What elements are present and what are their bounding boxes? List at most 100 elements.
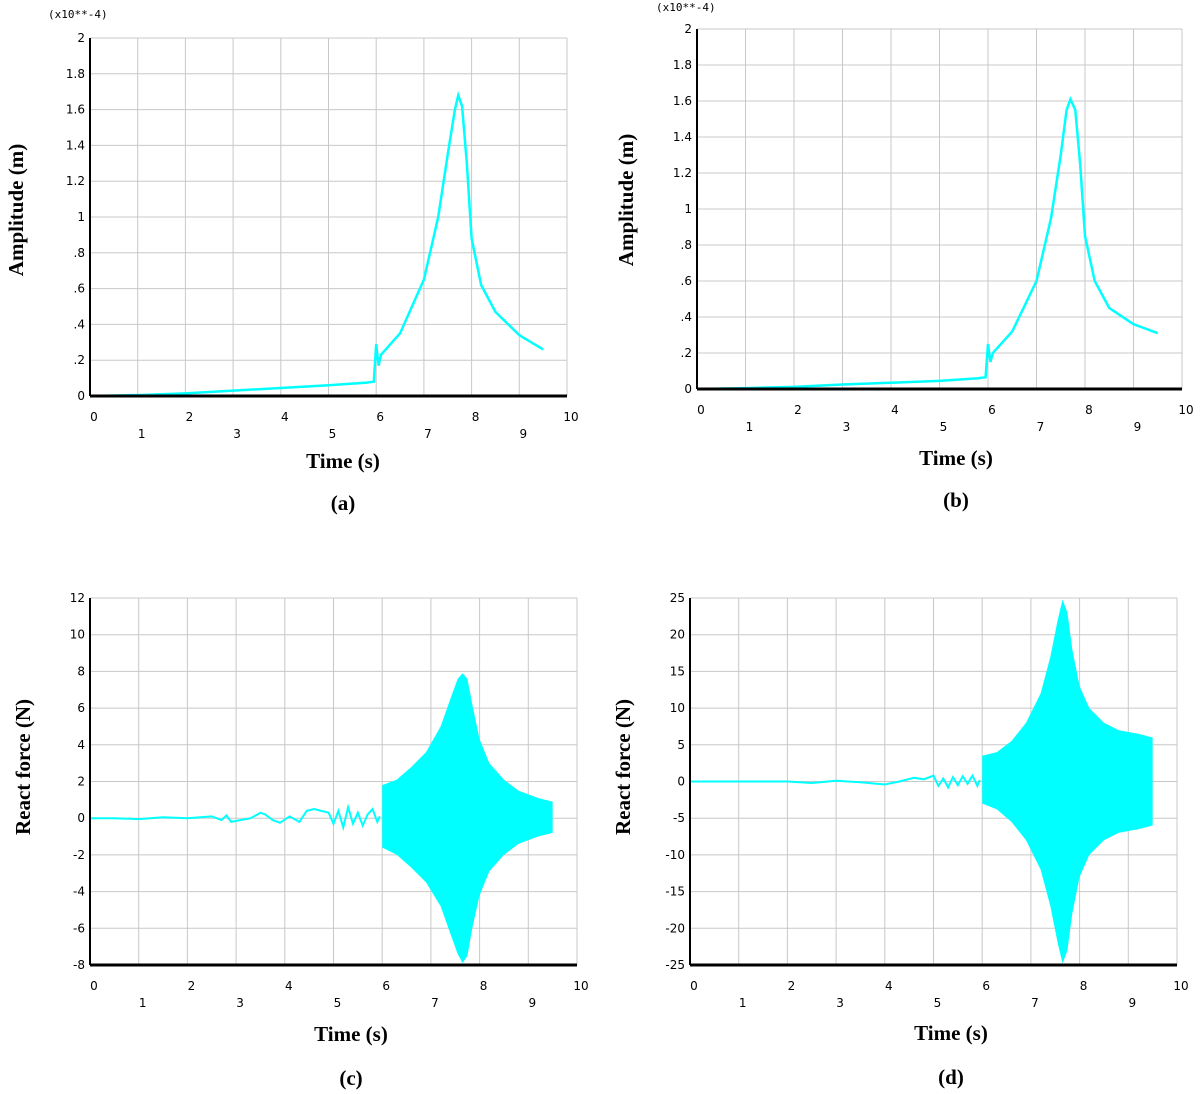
x-tick-label: 8 xyxy=(472,410,480,424)
y-tick-label: 4 xyxy=(77,738,85,752)
x-tick-label: 2 xyxy=(188,979,196,993)
y-tick-label: 0 xyxy=(677,775,685,789)
x-tick-label: 7 xyxy=(1037,420,1045,434)
y-axis-label: React force (N) xyxy=(611,699,635,835)
x-axis-label: Time (s) xyxy=(919,446,993,470)
y-tick-label: .6 xyxy=(681,274,692,288)
x-tick-label: 10 xyxy=(1178,403,1193,417)
panel-a: 0 1 2 3 4 5 6 7 8 9 10 0 .2 .4 .6 .8 1 1.2 1.4 1.6 1.8 2 (x1… xyxy=(4,8,579,515)
y-tick-label: .2 xyxy=(681,346,692,360)
y-tick-label: 15 xyxy=(670,664,685,678)
x-tick-label: 4 xyxy=(891,403,899,417)
x-tick-label: 5 xyxy=(334,996,342,1010)
y-tick-label: 1.6 xyxy=(673,94,692,108)
x-tick-label: 6 xyxy=(376,410,384,424)
oscillation-envelope xyxy=(382,673,553,964)
x-tick-label: 7 xyxy=(431,996,439,1010)
x-tick-label: 3 xyxy=(233,427,241,441)
y-tick-label: .2 xyxy=(74,353,85,367)
y-tick-label: 5 xyxy=(677,738,685,752)
y-exponent-label: (x10**-4) xyxy=(48,8,108,21)
y-exponent-label: (x10**-4) xyxy=(656,1,716,14)
y-tick-label: 1.2 xyxy=(66,174,85,188)
x-tick-label: 1 xyxy=(139,996,147,1010)
x-tick-label: 4 xyxy=(285,979,293,993)
panel-caption: (a) xyxy=(331,491,356,515)
x-tick-label: 4 xyxy=(281,410,289,424)
y-tick-label: 1.4 xyxy=(66,138,85,152)
x-tick-label: 1 xyxy=(739,996,747,1010)
y-tick-label: 10 xyxy=(70,628,85,642)
y-tick-label: 0 xyxy=(77,389,85,403)
x-tick-label: 6 xyxy=(382,979,390,993)
x-axis-label: Time (s) xyxy=(306,449,380,473)
y-tick-label: -4 xyxy=(73,885,85,899)
y-tick-label: -20 xyxy=(665,921,685,935)
series-line xyxy=(89,90,544,398)
y-tick-label: -8 xyxy=(73,958,85,972)
x-tick-label: 8 xyxy=(1080,979,1088,993)
y-tick-label: 1.4 xyxy=(673,130,692,144)
y-tick-label: 20 xyxy=(670,628,685,642)
y-tick-label: -6 xyxy=(73,921,85,935)
y-tick-label: .4 xyxy=(74,317,85,331)
panel-caption: (d) xyxy=(938,1065,964,1089)
y-axis-label: Amplitude (m) xyxy=(614,134,638,266)
x-tick-label: 0 xyxy=(690,979,698,993)
x-tick-label: 0 xyxy=(90,979,98,993)
y-tick-label: .8 xyxy=(681,238,692,252)
x-tick-label: 1 xyxy=(746,420,754,434)
x-tick-label: 9 xyxy=(1134,420,1142,434)
series-line xyxy=(690,773,981,790)
series-line xyxy=(696,95,1159,391)
x-tick-label: 10 xyxy=(573,979,588,993)
x-tick-label: 5 xyxy=(329,427,337,441)
y-tick-label: -15 xyxy=(665,885,685,899)
x-tick-label: 5 xyxy=(940,420,948,434)
series-line xyxy=(90,803,381,832)
y-tick-label: 1 xyxy=(77,210,85,224)
x-tick-label: 3 xyxy=(843,420,851,434)
x-axis-label: Time (s) xyxy=(914,1021,988,1045)
x-tick-label: 2 xyxy=(186,410,194,424)
y-tick-label: 6 xyxy=(77,701,85,715)
x-tick-label: 9 xyxy=(528,996,536,1010)
y-tick-label: .6 xyxy=(74,282,85,296)
y-tick-label: 1.8 xyxy=(673,58,692,72)
x-tick-label: 10 xyxy=(563,410,578,424)
x-tick-label: 7 xyxy=(424,427,432,441)
x-tick-label: 9 xyxy=(519,427,527,441)
x-tick-label: 3 xyxy=(236,996,244,1010)
y-tick-label: 12 xyxy=(70,591,85,605)
y-tick-label: 8 xyxy=(77,664,85,678)
y-tick-label: 2 xyxy=(684,22,692,36)
y-tick-label: 0 xyxy=(77,811,85,825)
x-tick-label: 0 xyxy=(90,410,98,424)
x-tick-label: 4 xyxy=(885,979,893,993)
panel-d: 0 1 2 3 4 5 6 7 8 9 10 -25 -20 -15 -10 -5 0 5 10 15 20 25 Ti… xyxy=(611,591,1189,1089)
y-tick-label: .8 xyxy=(74,246,85,260)
x-tick-label: 8 xyxy=(480,979,488,993)
oscillation-envelope xyxy=(982,599,1153,964)
y-axis-label: Amplitude (m) xyxy=(4,144,28,276)
y-tick-label: 2 xyxy=(77,775,85,789)
y-tick-label: 2 xyxy=(77,31,85,45)
y-tick-label: -5 xyxy=(673,811,685,825)
x-tick-label: 2 xyxy=(788,979,796,993)
x-tick-label: 9 xyxy=(1128,996,1136,1010)
y-tick-label: .4 xyxy=(681,310,692,324)
y-tick-label: -2 xyxy=(73,848,85,862)
panel-caption: (b) xyxy=(943,488,969,512)
x-tick-label: 3 xyxy=(836,996,844,1010)
y-tick-label: 10 xyxy=(670,701,685,715)
y-tick-label: 1.6 xyxy=(66,103,85,117)
panel-caption: (c) xyxy=(339,1066,362,1090)
x-tick-label: 7 xyxy=(1031,996,1039,1010)
x-tick-label: 8 xyxy=(1085,403,1093,417)
panel-b: 0 1 2 3 4 5 6 7 8 9 10 0 .2 .4 .6 .8 1 1.2 1.4 1.6 1.8 2 (x1… xyxy=(614,1,1194,512)
x-tick-label: 2 xyxy=(794,403,802,417)
x-tick-label: 1 xyxy=(138,427,146,441)
y-tick-label: 25 xyxy=(670,591,685,605)
